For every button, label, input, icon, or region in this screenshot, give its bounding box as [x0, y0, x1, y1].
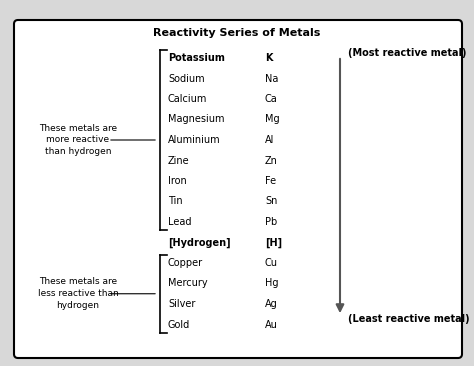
Text: Tin: Tin	[168, 197, 182, 206]
Text: Gold: Gold	[168, 320, 190, 329]
Text: These metals are
less reactive than
hydrogen: These metals are less reactive than hydr…	[37, 277, 118, 310]
Text: Zine: Zine	[168, 156, 190, 165]
Text: Mg: Mg	[265, 115, 280, 124]
Text: Magnesium: Magnesium	[168, 115, 225, 124]
Text: These metals are
more reactive
than hydrogen: These metals are more reactive than hydr…	[39, 124, 117, 156]
Text: Hg: Hg	[265, 279, 279, 288]
FancyBboxPatch shape	[14, 20, 462, 358]
Text: Iron: Iron	[168, 176, 187, 186]
Text: Mercury: Mercury	[168, 279, 208, 288]
Text: Sodium: Sodium	[168, 74, 205, 83]
Text: Cu: Cu	[265, 258, 278, 268]
Text: [H]: [H]	[265, 238, 282, 248]
Text: Lead: Lead	[168, 217, 191, 227]
Text: Na: Na	[265, 74, 278, 83]
Text: Potassium: Potassium	[168, 53, 225, 63]
Text: Calcium: Calcium	[168, 94, 207, 104]
Text: K: K	[265, 53, 273, 63]
Text: Reactivity Series of Metals: Reactivity Series of Metals	[153, 28, 321, 38]
Text: Zn: Zn	[265, 156, 278, 165]
Text: Aluminium: Aluminium	[168, 135, 220, 145]
Text: (Most reactive metal): (Most reactive metal)	[348, 48, 466, 58]
Text: Pb: Pb	[265, 217, 277, 227]
Text: Copper: Copper	[168, 258, 203, 268]
Text: Ca: Ca	[265, 94, 278, 104]
Text: [Hydrogen]: [Hydrogen]	[168, 238, 231, 248]
Text: Sn: Sn	[265, 197, 277, 206]
Text: Silver: Silver	[168, 299, 195, 309]
Text: Ag: Ag	[265, 299, 278, 309]
Text: Fe: Fe	[265, 176, 276, 186]
Text: (Least reactive metal): (Least reactive metal)	[348, 314, 470, 324]
Text: Au: Au	[265, 320, 278, 329]
Text: Al: Al	[265, 135, 274, 145]
